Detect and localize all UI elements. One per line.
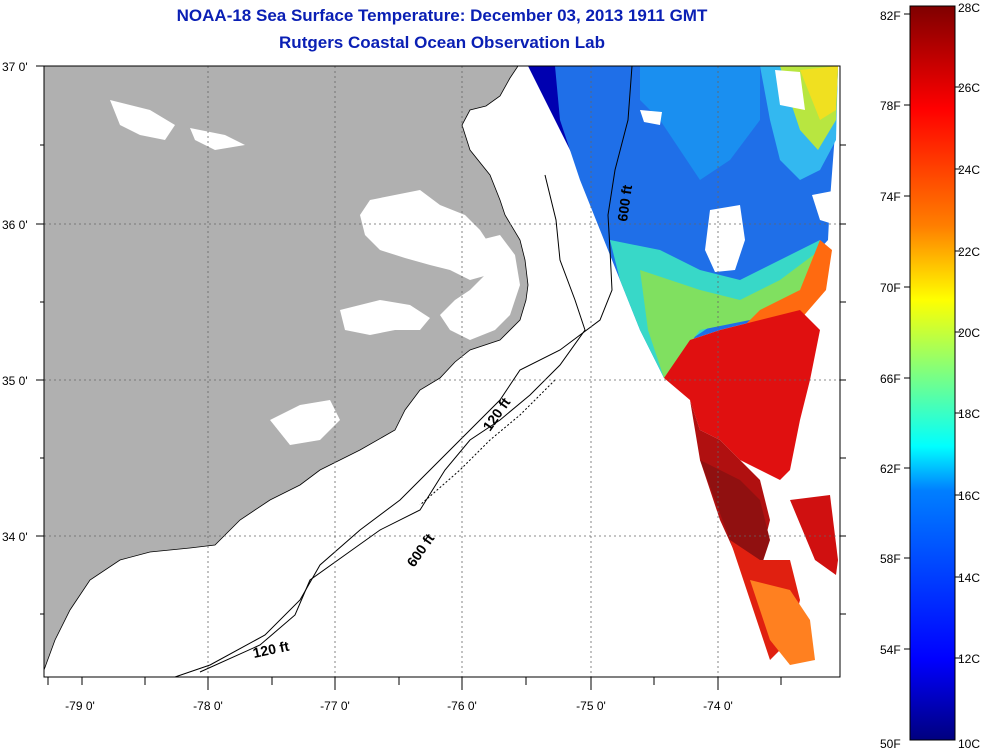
map-frame <box>43 65 841 678</box>
colorbar-c-10: 10C <box>958 737 980 751</box>
contour-shelf <box>419 379 556 506</box>
lon-label-79: -79 0' <box>65 699 95 713</box>
lat-label-34: 34 0' <box>2 530 28 544</box>
colorbar-f-82: 82F <box>880 9 901 23</box>
colorbar-ticks <box>904 13 961 659</box>
colorbar-c-16: 16C <box>958 489 980 503</box>
map-title: NOAA-18 Sea Surface Temperature: Decembe… <box>176 6 708 25</box>
colorbar-c-24: 24C <box>958 163 980 177</box>
map-area <box>44 66 840 677</box>
colorbar-c-14: 14C <box>958 571 980 585</box>
graticule <box>44 66 840 677</box>
sounds-water <box>110 100 520 445</box>
colorbar-f-58: 58F <box>880 552 901 566</box>
colorbar-f-54: 54F <box>880 643 901 657</box>
lon-label-78: -78 0' <box>193 699 223 713</box>
colorbar-c-20: 20C <box>958 326 980 340</box>
lon-label-76: -76 0' <box>447 699 477 713</box>
colorbar-f-66: 66F <box>880 372 901 386</box>
lon-label-74: -74 0' <box>703 699 733 713</box>
colorbar-f-78: 78F <box>880 99 901 113</box>
colorbar-c-26: 26C <box>958 81 980 95</box>
map-subtitle: Rutgers Coastal Ocean Observation Lab <box>279 33 605 52</box>
lat-label-37: 37 0' <box>2 60 28 74</box>
contour-label-120ft-south: 120 ft <box>251 638 290 661</box>
colorbar-f-74: 74F <box>880 190 901 204</box>
cloud-gaps <box>640 70 838 272</box>
colorbar-f-50: 50F <box>880 737 901 751</box>
lat-label-36: 36 0' <box>2 218 28 232</box>
colorbar-c-18: 18C <box>958 407 980 421</box>
colorbar-c-28: 28C <box>958 1 980 15</box>
temperature-colorbar <box>909 5 956 741</box>
depth-contours <box>174 66 633 677</box>
colorbar-c-12: 12C <box>958 652 980 666</box>
lat-label-35: 35 0' <box>2 374 28 388</box>
contour-600ft <box>174 66 633 677</box>
contour-120ft <box>199 174 586 673</box>
lon-label-77: -77 0' <box>320 699 350 713</box>
lon-label-75: -75 0' <box>576 699 606 713</box>
colorbar-f-70: 70F <box>880 281 901 295</box>
contour-label-600ft-north: 600 ft <box>614 184 635 223</box>
tick-marks <box>36 65 846 690</box>
colorbar-c-22: 22C <box>958 245 980 259</box>
sst-swath <box>528 66 838 665</box>
colorbar-f-62: 62F <box>880 462 901 476</box>
